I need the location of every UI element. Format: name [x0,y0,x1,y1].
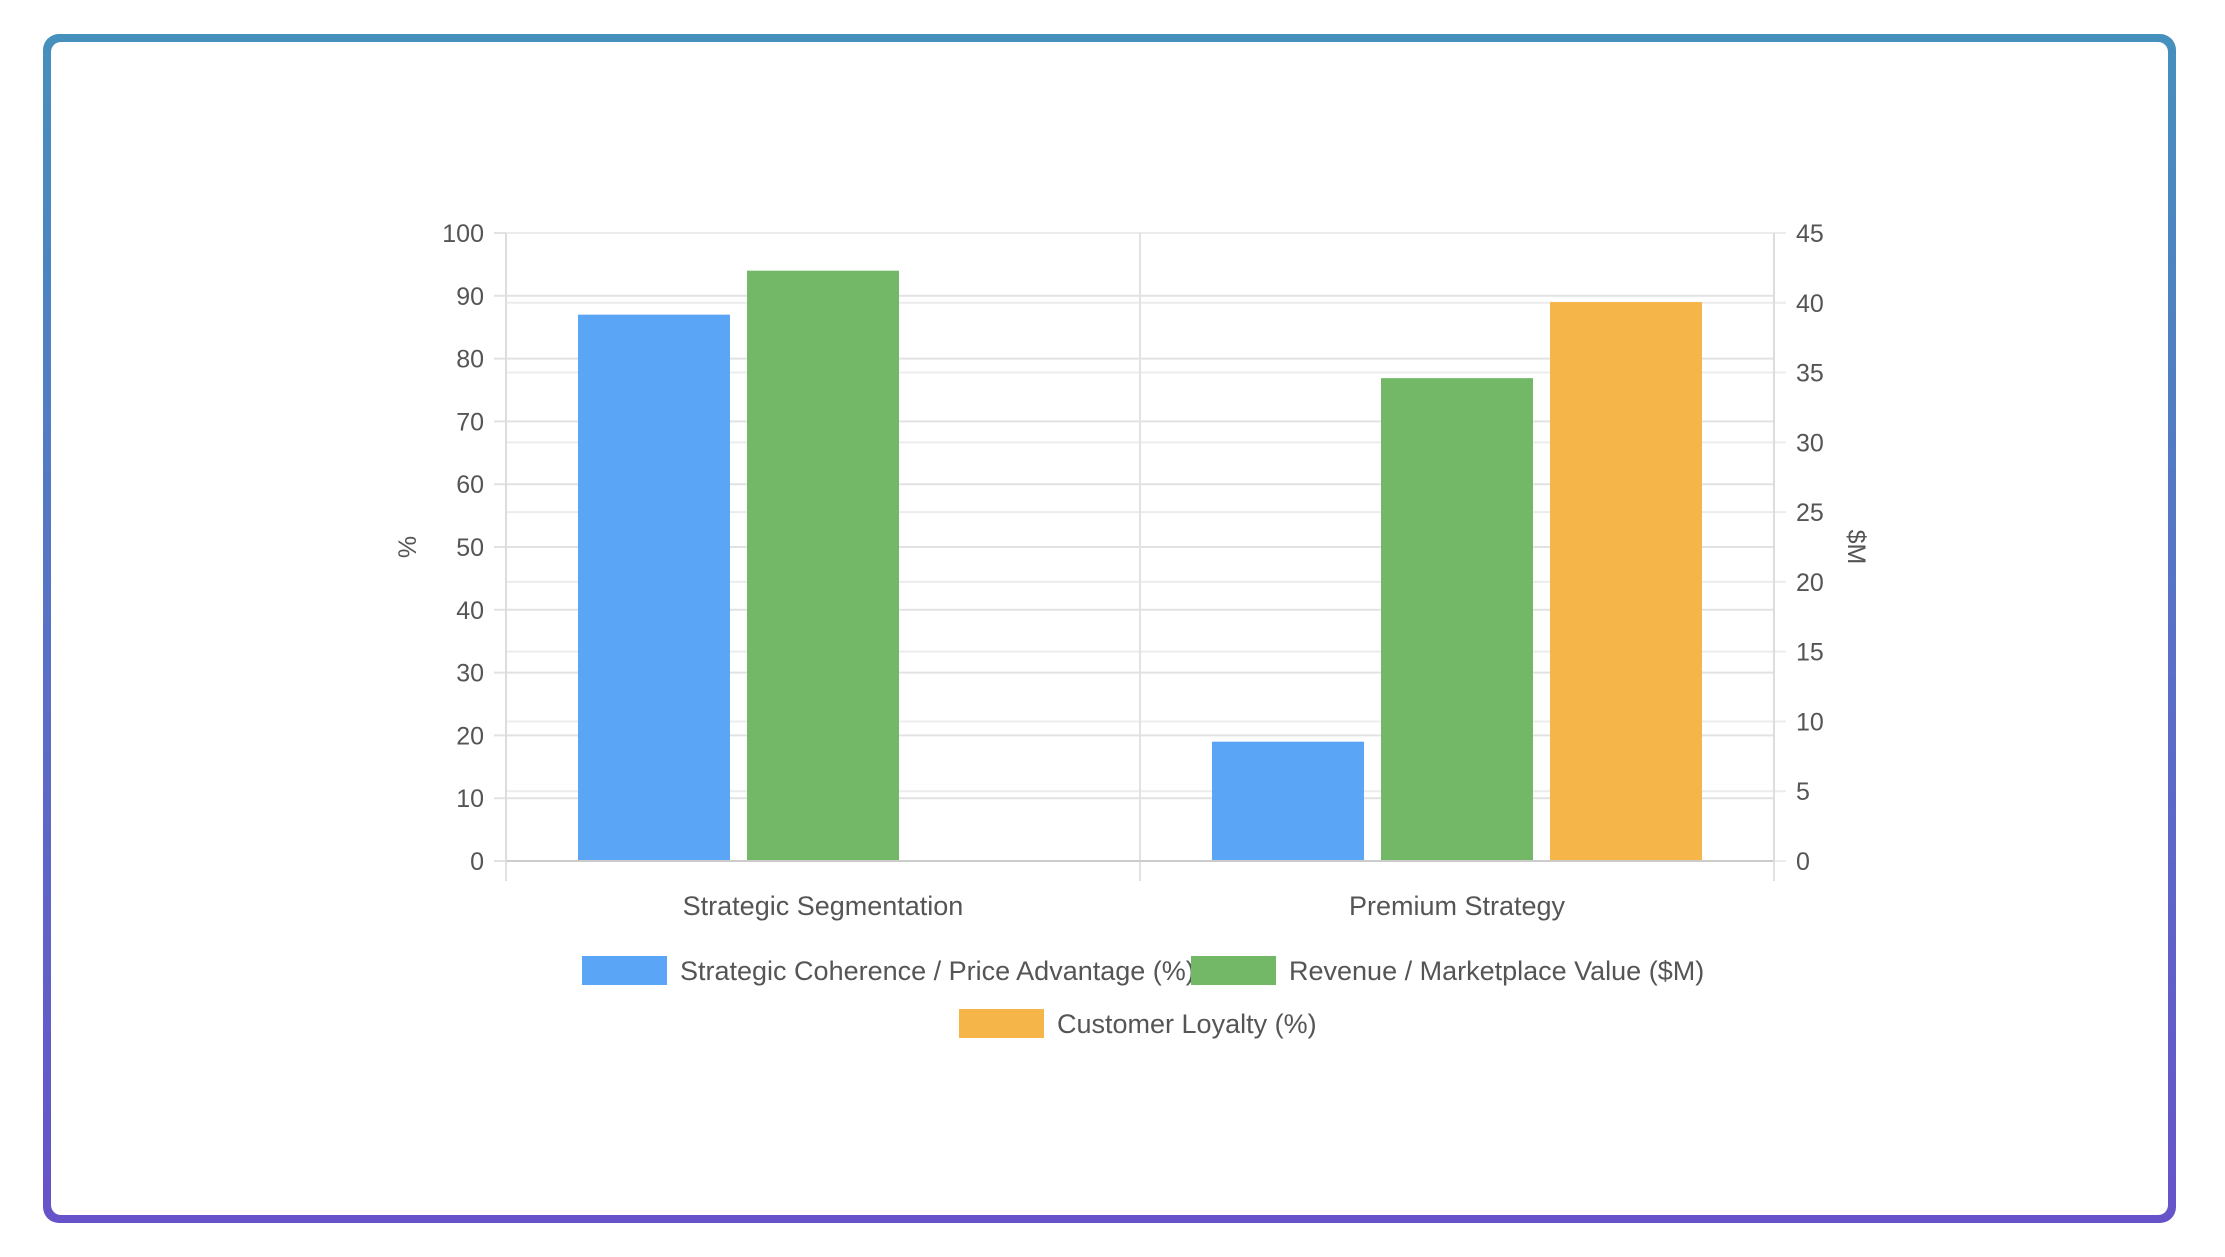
y-left-tick-labels: 0 10 20 30 40 50 60 70 80 90 100 [442,220,484,876]
y-left-tick-label-6: 60 [456,471,484,499]
legend-swatch-1 [582,956,667,985]
axes [505,233,1775,862]
y-left-tick-label-2: 20 [456,722,484,750]
bar-2-series-2[interactable] [1381,378,1533,861]
bar-2-series-1[interactable] [1212,741,1364,861]
y-right-axis-title: $M [1842,530,1870,565]
y-right-tick-label-6: 30 [1796,429,1824,457]
legend-item-1[interactable]: Strategic Coherence / Price Advantage (%… [582,956,1195,986]
legend-item-3[interactable]: Customer Loyalty (%) [959,1009,1317,1039]
y-right-tick-label-9: 45 [1796,220,1824,248]
y-right-tick-label-1: 5 [1796,778,1810,806]
x-category-label-2: Premium Strategy [1349,891,1566,921]
legend-label-2: Revenue / Marketplace Value ($M) [1289,956,1704,986]
y-left-tick-label-10: 100 [442,220,484,248]
y-left-tick-label-7: 70 [456,408,484,436]
y-right-tick-labels: 0 5 10 15 20 25 30 35 40 45 [1796,220,1824,876]
legend-label-1: Strategic Coherence / Price Advantage (%… [680,956,1195,986]
card-body [51,42,2168,1215]
y-left-tick-label-1: 10 [456,785,484,813]
y-right-tick-label-5: 25 [1796,499,1824,527]
bar-2-series-3[interactable] [1550,302,1702,862]
y-left-axis-title: % [394,536,422,558]
y-right-tick-label-4: 20 [1796,569,1824,597]
y-left-tick-label-0: 0 [470,848,484,876]
y-left-tick-label-9: 90 [456,283,484,311]
x-category-labels: Strategic Segmentation Premium Strategy [683,891,1566,921]
bar-1-series-2[interactable] [747,270,899,861]
bars [578,270,1702,862]
y-left-tick-label-5: 50 [456,534,484,562]
y-right-tick-label-7: 35 [1796,360,1824,388]
bar-1-series-1[interactable] [578,314,730,861]
legend-swatch-3 [959,1009,1044,1038]
y-right-tick-label-2: 10 [1796,708,1824,736]
legend-swatch-2 [1191,956,1276,985]
y-right-tick-label-3: 15 [1796,639,1824,667]
y-left-tick-label-3: 30 [456,660,484,688]
y-right-tick-label-0: 0 [1796,848,1810,876]
y-left-tick-label-8: 80 [456,346,484,374]
legend-label-3: Customer Loyalty (%) [1057,1009,1317,1039]
legend-item-2[interactable]: Revenue / Marketplace Value ($M) [1191,956,1704,986]
legend[interactable]: Strategic Coherence / Price Advantage (%… [582,956,1704,1039]
y-right-tick-label-8: 40 [1796,290,1824,318]
y-left-tick-label-4: 40 [456,597,484,625]
x-category-label-1: Strategic Segmentation [683,891,964,921]
